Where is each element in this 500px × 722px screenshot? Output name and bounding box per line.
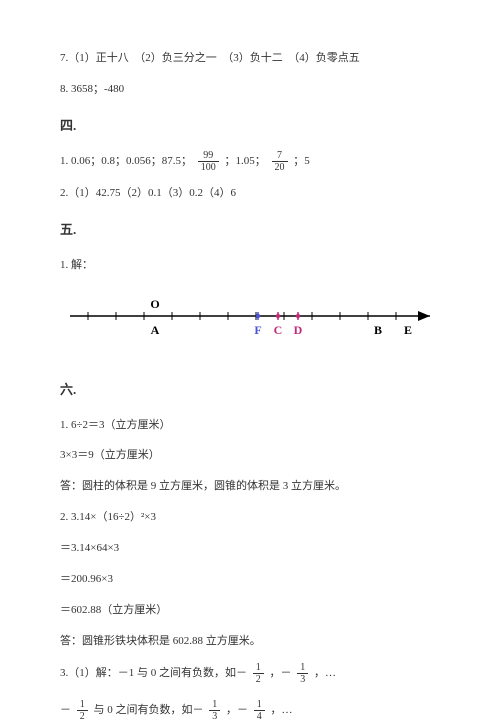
sec6-l2: 3×3＝9（立方厘米）: [60, 445, 440, 466]
sec4-l1b: ；1.05；: [225, 156, 266, 168]
svg-text:E: E: [404, 323, 412, 337]
q3b-mid2: ，－: [226, 704, 248, 716]
sec6-l8: 答：圆锥形铁块体积是 602.88 立方厘米。: [60, 631, 440, 652]
svg-text:D: D: [294, 323, 303, 337]
fraction-1-4b: 14: [254, 699, 265, 722]
fraction-7-20: 720: [272, 150, 288, 173]
sec4-line2: 2.（1）42.75（2）0.1（3）0.2（4）6: [60, 183, 440, 204]
section-4-title: 四.: [60, 114, 440, 139]
line-8: 8. 3658；-480: [60, 79, 440, 100]
svg-text:F: F: [254, 323, 261, 337]
sec5-line1: 1. 解：: [60, 255, 440, 276]
sec6-l6: ＝200.96×3: [60, 569, 440, 590]
number-line-diagram: OA FCD B E: [60, 286, 440, 362]
sec6-l4: 2. 3.14×（16÷2）²×3: [60, 507, 440, 528]
sec6-l3: 答：圆柱的体积是 9 立方厘米，圆锥的体积是 3 立方厘米。: [60, 476, 440, 497]
sec6-l1: 1. 6÷2＝3（立方厘米）: [60, 415, 440, 436]
svg-text:B: B: [374, 323, 382, 337]
section-6-title: 六.: [60, 378, 440, 403]
section-5-title: 五.: [60, 218, 440, 243]
q3b-post: ，…: [271, 704, 293, 716]
sec6-q3b: － 12 与 0 之间有负数，如－ 13 ，－ 14 ，…: [60, 699, 440, 722]
fraction-1-3a: 13: [297, 662, 308, 685]
q3b-pre: －: [60, 704, 71, 716]
sec4-l1c: ；5: [293, 156, 310, 168]
fraction-1-2a: 12: [253, 662, 264, 685]
svg-text:C: C: [274, 323, 283, 337]
sec4-l1a: 1. 0.06；0.8；0.056；87.5；: [60, 156, 192, 168]
fraction-1-2b: 12: [77, 699, 88, 722]
line-7: 7.（1）正十八 （2）负三分之一 （3）负十二 （4）负零点五: [60, 48, 440, 69]
sec6-l7: ＝602.88（立方厘米）: [60, 600, 440, 621]
svg-text:O: O: [150, 297, 159, 311]
svg-text:A: A: [151, 323, 160, 337]
q3b-mid: 与 0 之间有负数，如－: [94, 704, 204, 716]
q3a-mid: ，－: [270, 667, 292, 679]
sec4-line1: 1. 0.06；0.8；0.056；87.5； 99100 ；1.05； 720…: [60, 150, 440, 173]
fraction-1-3b: 13: [209, 699, 220, 722]
sec6-l5: ＝3.14×64×3: [60, 538, 440, 559]
fraction-99-100: 99100: [198, 150, 219, 173]
q3a-post: ，…: [314, 667, 336, 679]
sec6-q3a: 3.（1）解：－1 与 0 之间有负数，如－ 12 ，－ 13 ，…: [60, 662, 440, 685]
q3a-pre: 3.（1）解：－1 与 0 之间有负数，如－: [60, 667, 247, 679]
